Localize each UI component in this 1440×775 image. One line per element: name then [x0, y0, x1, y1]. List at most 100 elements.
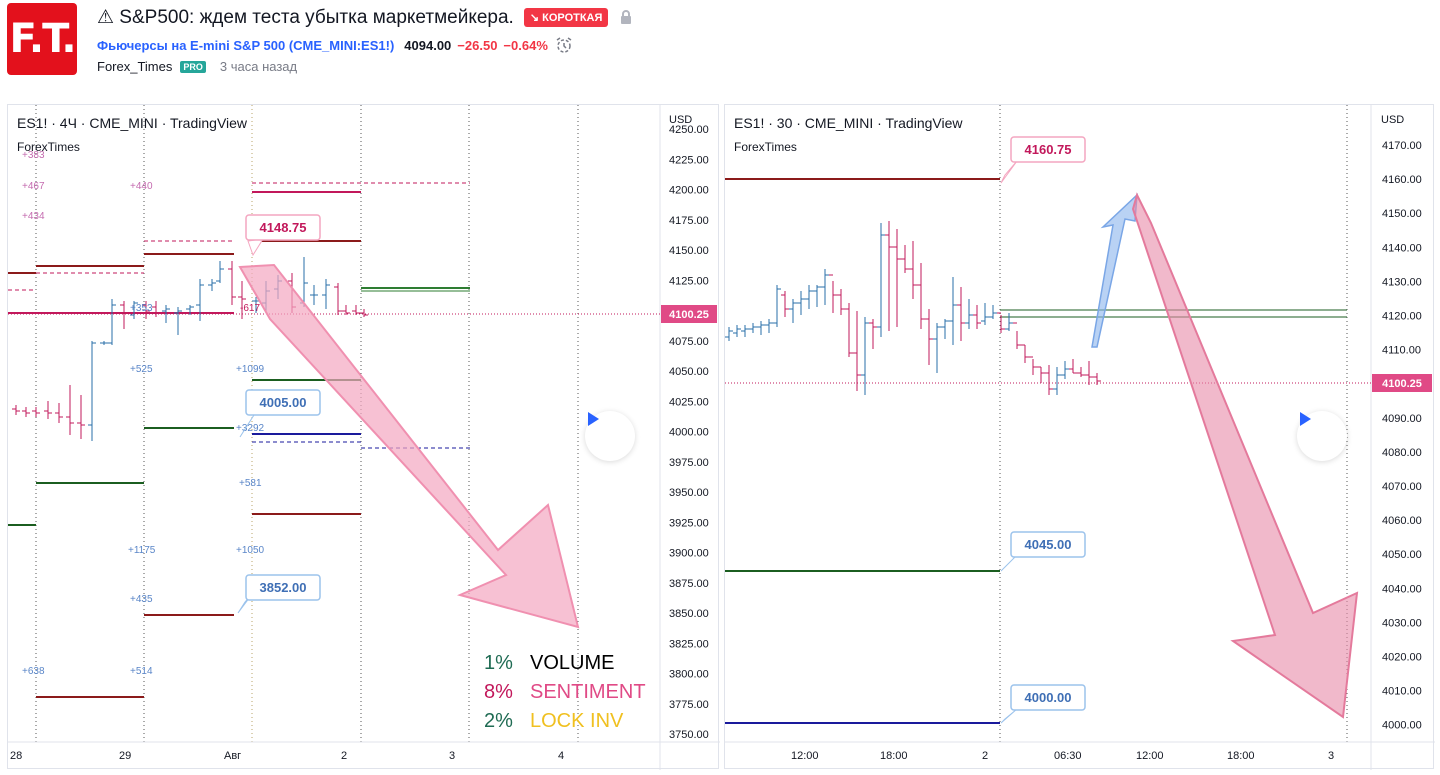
chart-watermark: ForexTimes [734, 140, 797, 154]
right-chart-panel[interactable]: 4160.75 4045.00 4000.00 4170.00 4160.00 41… [724, 104, 1435, 770]
price-tick: 4020.00 [1382, 652, 1422, 664]
symbol-paren-open: ( [288, 37, 294, 53]
legend-pct: 2% [484, 710, 513, 732]
callout-4000[interactable]: 4000.00 [1000, 684, 1086, 724]
price-tick: 3775.00 [669, 699, 709, 711]
price-tick: 4040.00 [1382, 583, 1422, 595]
author-name[interactable]: Forex_Times [97, 59, 173, 74]
legend-pct: 1% [484, 652, 513, 674]
indicator-legend: 1% VOLUME 8% SENTIMENT 2% LOCK INV [484, 649, 646, 736]
left-chart-canvas[interactable]: +383 +467 +434 +440 +353 -617 +525 +1099… [8, 105, 720, 770]
symbol-change: −26.50 [457, 37, 498, 53]
symbol-row: Фьючерсы на E-mini S&P 500 (CME_MINI:ES1… [97, 35, 574, 55]
publish-time: 3 часа назад [219, 59, 298, 74]
price-tick: 4030.00 [1382, 617, 1422, 629]
time-tick: 3 [449, 750, 455, 762]
price-tick: 3975.00 [669, 457, 709, 469]
time-tick: 06:30 [1054, 750, 1082, 762]
volume-label: +3292 [236, 423, 265, 434]
price-tick: 4110.00 [1382, 345, 1421, 357]
price-tick: 4070.00 [1382, 481, 1422, 493]
time-tick: Авг [224, 750, 241, 762]
left-chart-panel[interactable]: +383 +467 +434 +440 +353 -617 +525 +1099… [7, 104, 720, 770]
play-button[interactable] [1297, 411, 1347, 461]
price-tick: 3900.00 [669, 548, 709, 560]
callout-4148[interactable]: 4148.75 [245, 214, 321, 257]
pro-badge: PRO [180, 60, 206, 73]
price-axis[interactable]: 4170.00 4160.00 4150.00 4140.00 4130.00 4120.… [1382, 140, 1422, 732]
volume-label: -617 [240, 303, 260, 314]
time-tick: 18:00 [880, 750, 908, 762]
callout-price: 4000.00 [1025, 690, 1072, 705]
price-tick: 4090.00 [1382, 413, 1422, 425]
play-icon [588, 412, 599, 426]
callout-4045[interactable]: 4045.00 [1000, 531, 1086, 572]
last-price-value: 4100.25 [1382, 378, 1422, 390]
price-tick: 4120.00 [1382, 311, 1422, 323]
price-tick: 4000.00 [1382, 720, 1422, 732]
price-tick: 3750.00 [669, 729, 709, 741]
price-axis[interactable]: 4250.00 4225.00 4200.00 4175.00 4150.00 4125.… [669, 124, 709, 741]
price-tick: 3800.00 [669, 669, 709, 681]
idea-header: F.T. ⚠ S&P500: ждем теста убытка маркетм… [0, 0, 1440, 100]
price-tick: 4075.00 [669, 336, 709, 348]
time-tick: 2 [341, 750, 347, 762]
play-button[interactable] [585, 411, 635, 461]
time-tick: 28 [10, 750, 22, 762]
price-tick: 4025.00 [669, 396, 709, 408]
price-tick: 4140.00 [1382, 242, 1422, 254]
volume-label: +440 [130, 181, 153, 192]
right-chart-canvas[interactable]: 4160.75 4045.00 4000.00 4170.004160.0041… [725, 105, 1435, 770]
symbol-change-pct: −0.64% [503, 37, 548, 53]
last-price-value: 4100.25 [669, 309, 709, 321]
price-tick: 3825.00 [669, 638, 709, 650]
time-axis[interactable]: 28 29 Авг 2 3 4 [10, 750, 564, 762]
alarm-clock-icon[interactable] [554, 35, 574, 55]
price-tick: 4170.00 [1382, 140, 1422, 152]
forecast-arrow-down[interactable] [238, 263, 580, 629]
volume-labels: +383 +467 +434 +440 +353 -617 +525 +1099… [22, 150, 265, 677]
price-tick: 3875.00 [669, 578, 709, 590]
chart-title: ES1! · 4Ч · CME_MINI · TradingView [17, 115, 248, 131]
volume-label: +1175 [128, 545, 156, 556]
chart-watermark: ForexTimes [17, 140, 80, 154]
callout-3852[interactable]: 3852.00 [237, 574, 321, 614]
callout-4005[interactable]: 4005.00 [239, 389, 321, 438]
symbol-price: 4094.00 [404, 37, 452, 53]
legend-label: SENTIMENT [530, 681, 646, 703]
symbol-link[interactable]: Фьючерсы на E-mini S&P 500 (CME_MINI:ES1… [97, 38, 394, 53]
price-tick: 4225.00 [669, 154, 709, 166]
volume-label: +581 [239, 478, 262, 489]
time-axis[interactable]: 12:00 18:00 2 06:30 12:00 18:00 3 [791, 750, 1334, 762]
price-tick: 4130.00 [1382, 276, 1422, 288]
lock-icon [621, 10, 632, 24]
price-tick: 4175.00 [669, 215, 709, 227]
price-tick: 4080.00 [1382, 447, 1422, 459]
price-tick: 4125.00 [669, 275, 709, 287]
time-tick: 12:00 [791, 750, 819, 762]
volume-label: +1050 [236, 545, 265, 556]
price-tick: 4000.00 [669, 427, 709, 439]
idea-title: ⚠ S&P500: ждем теста убытка маркетмейкер… [97, 6, 514, 28]
legend-row: 1% VOLUME [484, 649, 646, 678]
volume-label: +525 [130, 364, 153, 375]
chart-title: ES1! · 30 · CME_MINI · TradingView [734, 115, 963, 131]
price-tick: 3850.00 [669, 608, 709, 620]
volume-label: +383 [22, 150, 45, 161]
callout-price: 4148.75 [260, 220, 307, 235]
forecast-arrow-up[interactable] [1091, 193, 1138, 348]
callout-4160[interactable]: 4160.75 [1000, 136, 1086, 184]
symbol-code: CME_MINI:ES1! [293, 37, 390, 53]
price-tick: 3950.00 [669, 487, 709, 499]
symbol-name: Фьючерсы на E-mini S&P 500 [97, 37, 286, 53]
volume-label: +467 [22, 181, 45, 192]
forecast-arrow-down[interactable] [1131, 192, 1359, 719]
price-tick: 4010.00 [1382, 686, 1422, 698]
callout-price: 4005.00 [260, 395, 307, 410]
logo-text: F.T. [9, 16, 76, 62]
volume-label: +434 [22, 211, 45, 222]
volume-label: +353 [130, 303, 153, 314]
legend-row: 2% LOCK INV [484, 707, 646, 736]
currency-label: USD [1381, 114, 1404, 126]
author-logo[interactable]: F.T. [7, 3, 77, 75]
